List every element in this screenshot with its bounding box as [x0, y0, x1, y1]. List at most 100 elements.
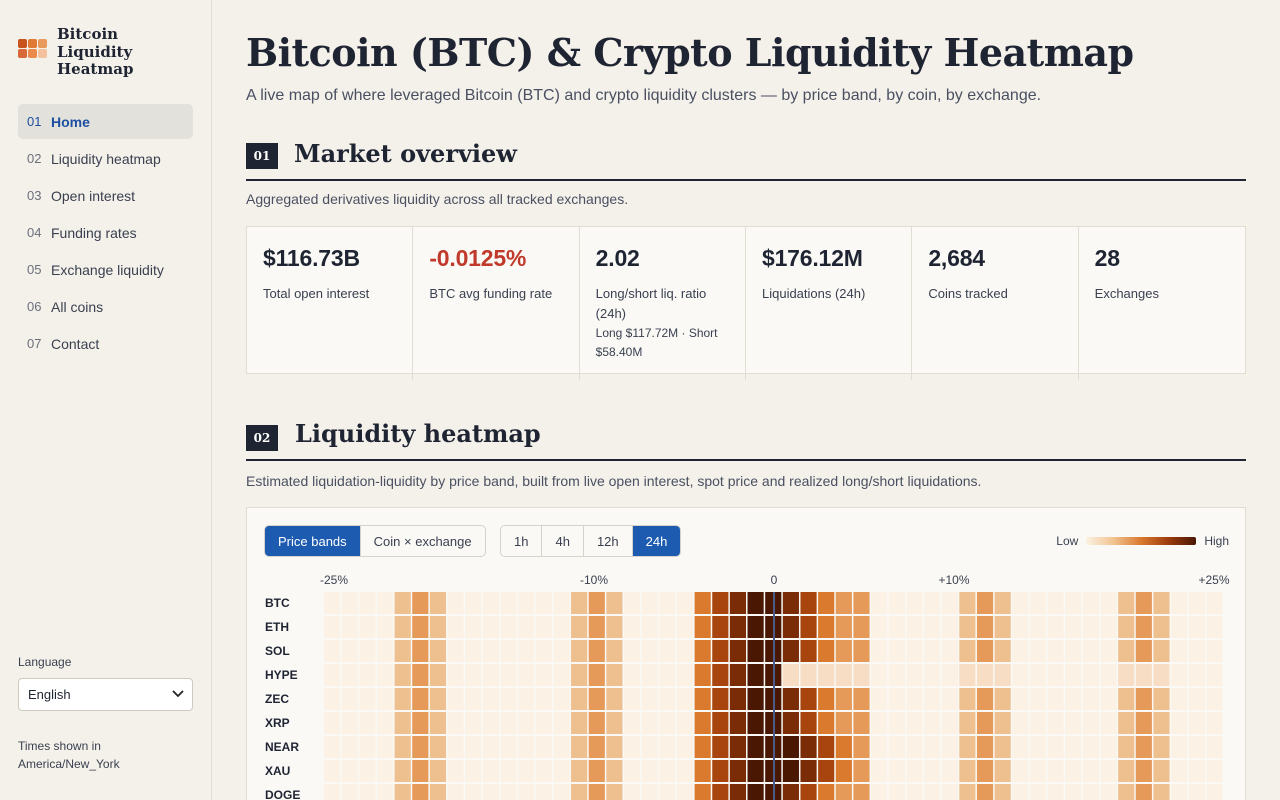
heatmap-cell[interactable] [1029, 760, 1047, 782]
heatmap-cell[interactable] [782, 760, 799, 782]
heatmap-cell[interactable] [659, 616, 676, 638]
heatmap-cell[interactable] [588, 784, 605, 800]
heatmap-cell[interactable] [1206, 760, 1223, 782]
heatmap-cell[interactable] [588, 592, 605, 614]
heatmap-cell[interactable] [976, 688, 994, 710]
heatmap-cell[interactable] [1206, 664, 1223, 686]
heatmap-cell[interactable] [1188, 736, 1205, 758]
heatmap-cell[interactable] [518, 712, 535, 734]
heatmap-cell[interactable] [500, 784, 517, 800]
heatmap-cell[interactable] [871, 640, 888, 662]
heatmap-cell[interactable] [1029, 664, 1047, 686]
heatmap-cell[interactable] [712, 712, 729, 734]
range-tab-24h[interactable]: 24h [632, 526, 681, 556]
heatmap-cell[interactable] [571, 760, 588, 782]
heatmap-cell[interactable] [659, 640, 676, 662]
heatmap-cell[interactable] [800, 688, 817, 710]
heatmap-cell[interactable] [853, 664, 870, 686]
heatmap-cell[interactable] [1082, 760, 1099, 782]
heatmap-cell[interactable] [624, 640, 641, 662]
heatmap-cell[interactable] [1082, 592, 1099, 614]
heatmap-cell[interactable] [994, 760, 1011, 782]
heatmap-cell[interactable] [659, 712, 676, 734]
heatmap-cell[interactable] [676, 616, 694, 638]
heatmap-cell[interactable] [500, 640, 517, 662]
heatmap-cell[interactable] [1029, 616, 1047, 638]
heatmap-cell[interactable] [1100, 688, 1117, 710]
heatmap-cell[interactable] [1047, 616, 1064, 638]
heatmap-cell[interactable] [376, 640, 394, 662]
heatmap-cell[interactable] [729, 616, 747, 638]
heatmap-cell[interactable] [1012, 592, 1029, 614]
heatmap-cell[interactable] [871, 664, 888, 686]
brand[interactable]: Bitcoin Liquidity Heatmap [18, 25, 147, 79]
heatmap-cell[interactable] [694, 760, 711, 782]
heatmap-cell[interactable] [1206, 616, 1223, 638]
heatmap-cell[interactable] [394, 640, 411, 662]
heatmap-cell[interactable] [1171, 592, 1188, 614]
heatmap-cell[interactable] [835, 592, 852, 614]
heatmap-cell[interactable] [500, 592, 517, 614]
heatmap-cell[interactable] [341, 616, 358, 638]
heatmap-cell[interactable] [341, 664, 358, 686]
heatmap-cell[interactable] [959, 784, 976, 800]
heatmap-cell[interactable] [1047, 784, 1064, 800]
heatmap-cell[interactable] [324, 784, 341, 800]
heatmap-cell[interactable] [518, 760, 535, 782]
heatmap-cell[interactable] [553, 664, 570, 686]
heatmap-cell[interactable] [535, 592, 552, 614]
heatmap-cell[interactable] [341, 592, 358, 614]
heatmap-cell[interactable] [818, 760, 835, 782]
heatmap-cell[interactable] [1012, 664, 1029, 686]
heatmap-cell[interactable] [871, 784, 888, 800]
heatmap-cell[interactable] [694, 712, 711, 734]
heatmap-cell[interactable] [906, 760, 923, 782]
heatmap-cell[interactable] [1153, 712, 1170, 734]
heatmap-cell[interactable] [1082, 616, 1099, 638]
heatmap-cell[interactable] [906, 712, 923, 734]
heatmap-cell[interactable] [1047, 712, 1064, 734]
heatmap-cell[interactable] [1047, 664, 1064, 686]
heatmap-cell[interactable] [1118, 592, 1135, 614]
heatmap-cell[interactable] [941, 592, 958, 614]
heatmap-cell[interactable] [712, 760, 729, 782]
heatmap-cell[interactable] [1135, 784, 1152, 800]
heatmap-cell[interactable] [1171, 712, 1188, 734]
heatmap-cell[interactable] [729, 592, 747, 614]
heatmap-cell[interactable] [571, 712, 588, 734]
heatmap-cell[interactable] [447, 688, 464, 710]
range-tab-1h[interactable]: 1h [501, 526, 543, 556]
heatmap-cell[interactable] [1118, 712, 1135, 734]
heatmap-cell[interactable] [641, 712, 658, 734]
heatmap-cell[interactable] [429, 592, 447, 614]
heatmap-cell[interactable] [1029, 736, 1047, 758]
heatmap-cell[interactable] [606, 688, 623, 710]
heatmap-cell[interactable] [535, 784, 552, 800]
heatmap-cell[interactable] [906, 640, 923, 662]
heatmap-cell[interactable] [659, 688, 676, 710]
heatmap-cell[interactable] [588, 760, 605, 782]
heatmap-cell[interactable] [394, 616, 411, 638]
heatmap-cell[interactable] [1118, 784, 1135, 800]
heatmap-cell[interactable] [712, 688, 729, 710]
heatmap-cell[interactable] [941, 760, 958, 782]
heatmap-cell[interactable] [676, 784, 694, 800]
heatmap-cell[interactable] [994, 616, 1011, 638]
heatmap-cell[interactable] [482, 688, 499, 710]
heatmap-cell[interactable] [324, 664, 341, 686]
heatmap-cell[interactable] [359, 712, 376, 734]
heatmap-cell[interactable] [659, 664, 676, 686]
heatmap-cell[interactable] [1082, 712, 1099, 734]
heatmap-cell[interactable] [641, 760, 658, 782]
heatmap-cell[interactable] [1206, 712, 1223, 734]
heatmap-cell[interactable] [871, 592, 888, 614]
heatmap-cell[interactable] [800, 616, 817, 638]
range-tab-4h[interactable]: 4h [542, 526, 584, 556]
heatmap-cell[interactable] [341, 640, 358, 662]
heatmap-cell[interactable] [482, 760, 499, 782]
heatmap-cell[interactable] [818, 784, 835, 800]
heatmap-cell[interactable] [1029, 592, 1047, 614]
heatmap-cell[interactable] [659, 784, 676, 800]
heatmap-cell[interactable] [1153, 784, 1170, 800]
heatmap-cell[interactable] [341, 712, 358, 734]
